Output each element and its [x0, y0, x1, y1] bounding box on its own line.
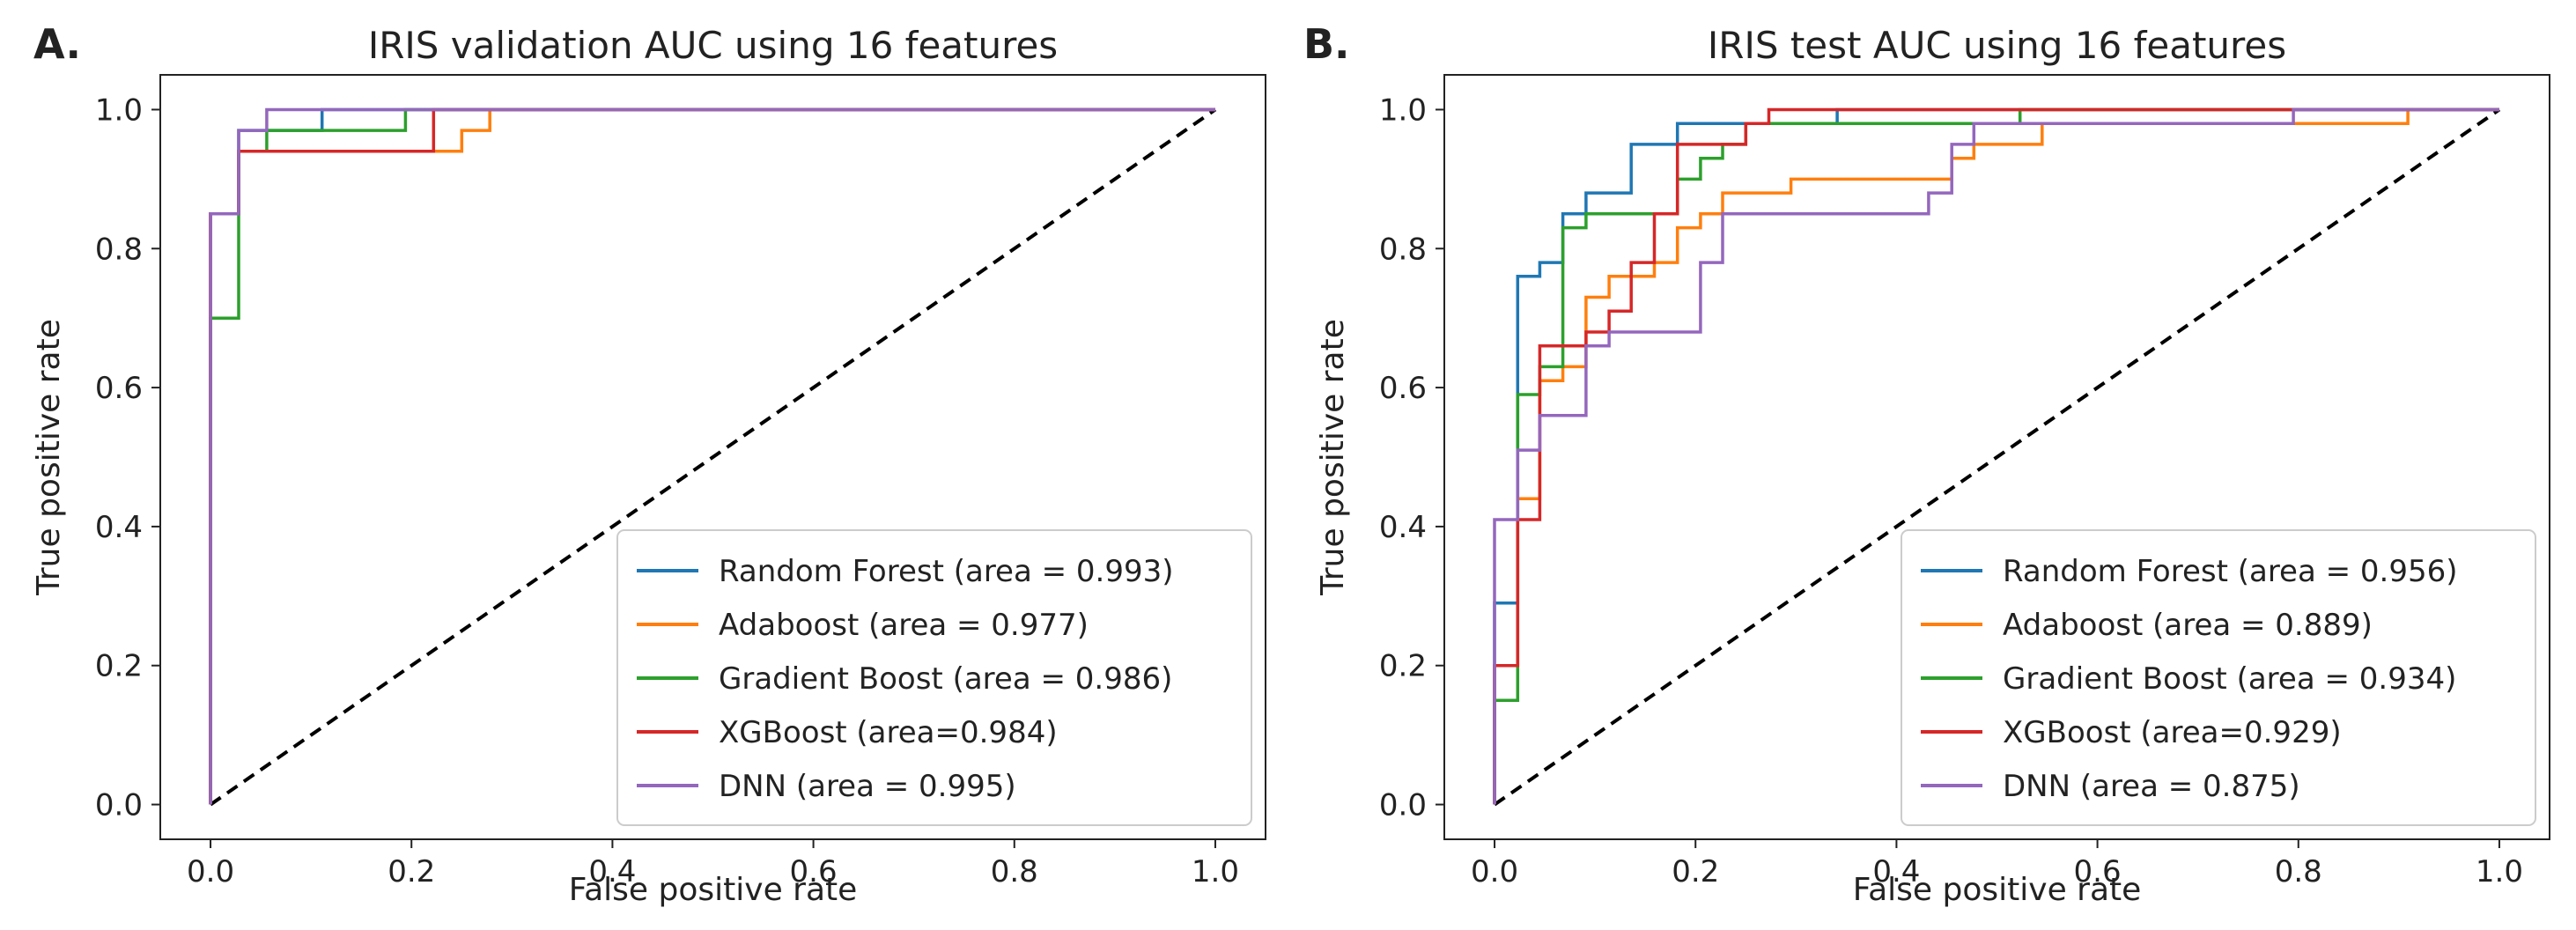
x-tick-label: 0.2 [388, 854, 435, 889]
x-tick-label: 0.0 [187, 854, 234, 889]
legend-entry-label: Random Forest (area = 0.993) [719, 554, 1174, 589]
y-tick-label: 0.0 [1379, 788, 1427, 823]
x-tick-label: 0.6 [790, 854, 838, 889]
chance-diagonal-line [209, 107, 1217, 807]
y-tick-label: 0.8 [95, 232, 143, 267]
legend-entry-label: Adaboost (area = 0.889) [2003, 608, 2373, 643]
y-tick-label: 0.6 [1379, 371, 1427, 406]
x-tick-label: 0.8 [2275, 854, 2322, 889]
roc-line-series-2 [1493, 107, 2499, 805]
panel-label: A. [33, 20, 81, 68]
legend-entry-label: DNN (area = 0.995) [719, 769, 1016, 804]
x-tick-label: 0.4 [1872, 854, 1920, 889]
x-tick-label: 0.0 [1471, 854, 1518, 889]
y-axis-label: True positive rate [31, 319, 67, 596]
x-tick-label: 0.6 [2074, 854, 2122, 889]
legend-entry-label: Gradient Boost (area = 0.986) [719, 661, 1172, 697]
x-tick-label: 1.0 [1192, 854, 1239, 889]
roc-line-series-4 [1493, 107, 2499, 805]
legend-box [616, 529, 1252, 826]
x-tick-label: 0.8 [991, 854, 1038, 889]
x-tick-label: 1.0 [2476, 854, 2523, 889]
y-tick-label: 1.0 [95, 92, 143, 128]
chart-title: IRIS test AUC using 16 features [1708, 24, 2286, 67]
x-axis-label: False positive rate [569, 872, 858, 908]
x-axis-label: False positive rate [1853, 872, 2142, 908]
y-axis-label: True positive rate [1315, 319, 1351, 596]
legend: Random Forest (area = 0.956) Adaboost (ar… [1901, 529, 2536, 826]
y-tick-label: 0.4 [1379, 510, 1427, 545]
panel-label: B. [1303, 20, 1350, 68]
y-tick-label: 0.0 [95, 788, 143, 823]
chart-panel-b: B. IRIS test AUC using 16 features 0.0 0.2 0… [1303, 20, 2550, 908]
chance-diagonal-line [1493, 107, 2501, 807]
x-tick-label: 0.4 [588, 854, 636, 889]
legend-entry-label: Gradient Boost (area = 0.934) [2003, 661, 2456, 697]
y-tick-label: 0.2 [1379, 649, 1427, 684]
y-tick-label: 0.8 [1379, 232, 1427, 267]
x-tick-label: 0.2 [1672, 854, 1719, 889]
legend-entry-label: DNN (area = 0.875) [2003, 769, 2300, 804]
legend-entry-label: Adaboost (area = 0.977) [719, 608, 1089, 643]
y-tick-label: 0.4 [95, 510, 143, 545]
legend-entry-label: Random Forest (area = 0.956) [2003, 554, 2458, 589]
legend: Random Forest (area = 0.993) Adaboost (ar… [616, 529, 1252, 826]
legend-entry-label: XGBoost (area=0.984) [719, 715, 1058, 750]
legend-entry-label: XGBoost (area=0.929) [2003, 715, 2342, 750]
legend-box [1901, 529, 2536, 826]
chart-panel-a: A. IRIS validation AUC using 16 features 0… [31, 20, 1266, 908]
roc-line-series-5 [1493, 107, 2499, 805]
chart-title: IRIS validation AUC using 16 features [368, 24, 1058, 67]
y-tick-label: 0.2 [95, 649, 143, 684]
y-tick-label: 1.0 [1379, 92, 1427, 128]
y-tick-label: 0.6 [95, 371, 143, 406]
roc-line-series-5 [209, 107, 1215, 805]
